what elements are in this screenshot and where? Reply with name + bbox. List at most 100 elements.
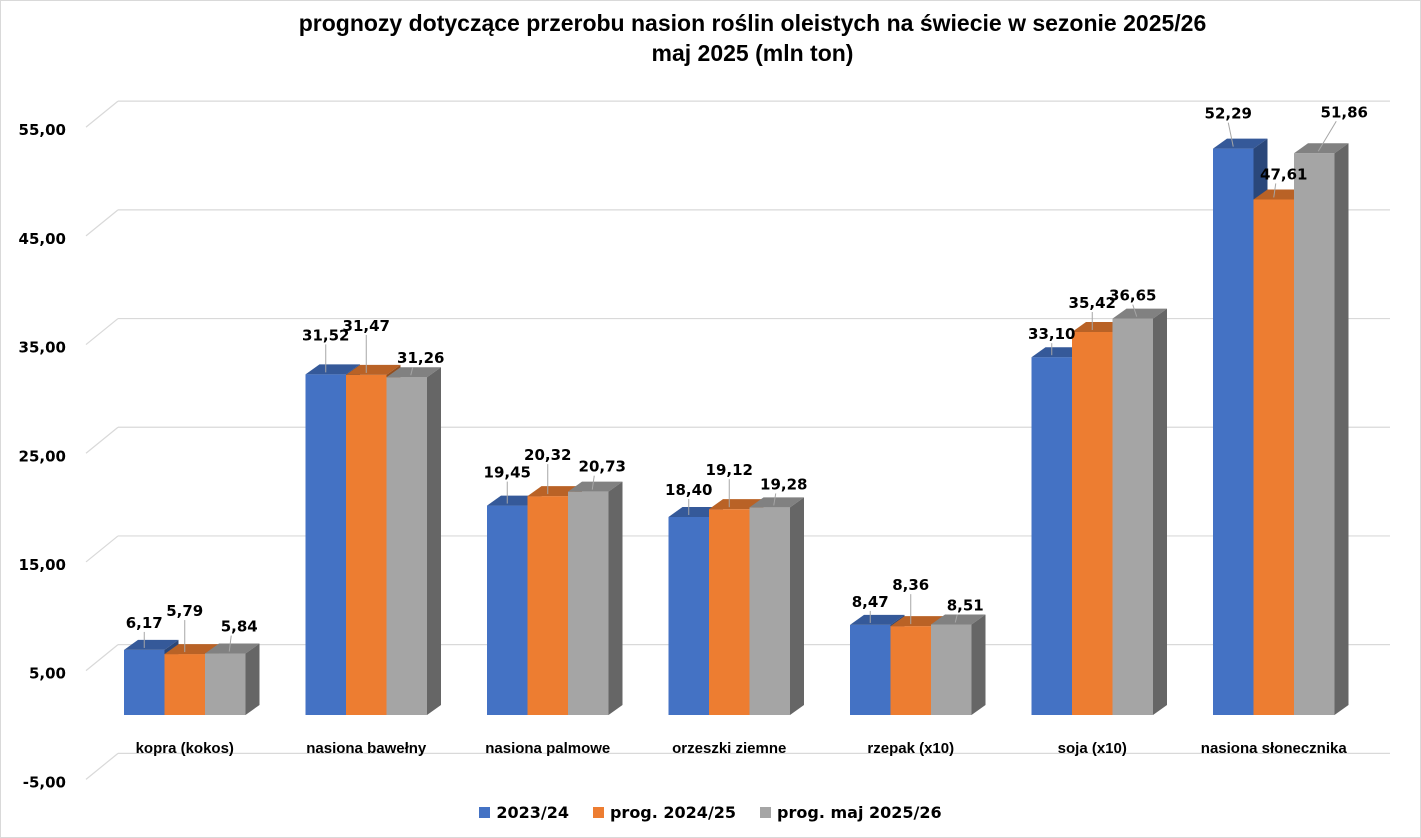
bar-front	[931, 624, 972, 715]
bar-top	[890, 616, 945, 627]
y-tick-label: 55,00	[19, 121, 66, 139]
bar-top	[205, 643, 260, 654]
y-tick-label: 5,00	[29, 665, 66, 683]
chart-title-line2: maj 2025 (mln ton)	[651, 40, 854, 66]
leader-line	[1227, 122, 1234, 147]
bar-side	[1153, 308, 1167, 715]
y-tick-label: 25,00	[19, 447, 66, 465]
leader-line	[410, 367, 414, 376]
bar-top	[709, 499, 764, 510]
bar-side	[427, 367, 441, 715]
data-label: 20,32	[524, 446, 571, 464]
bar-front	[1112, 318, 1153, 715]
bar-front	[305, 374, 346, 715]
leader-line	[1317, 121, 1337, 152]
bar-front	[668, 516, 709, 715]
legend-label: prog. maj 2025/26	[777, 803, 942, 822]
data-label: 18,40	[665, 481, 712, 499]
bar-front	[1253, 199, 1294, 715]
leader-line	[1273, 183, 1277, 198]
y-tick-label: 15,00	[19, 556, 66, 574]
y-axis-ticks: -5,00 5,00 15,00 25,00 35,00 45,00 55,00	[19, 121, 66, 791]
bar-front	[850, 624, 891, 715]
gridline-depth	[85, 209, 119, 237]
x-category-label: soja (x10)	[1058, 740, 1127, 757]
data-label: 36,65	[1109, 287, 1156, 305]
bar-top	[749, 497, 804, 508]
legend-label: prog. 2024/25	[609, 803, 737, 822]
chart-title: prognozy dotyczące przerobu nasion rośli…	[0, 8, 1421, 68]
chart-title-line1: prognozy dotyczące przerobu nasion rośli…	[298, 10, 1207, 36]
bar-top	[850, 614, 905, 625]
bar-front	[709, 509, 750, 715]
data-label: 51,86	[1321, 103, 1368, 121]
data-label: 6,17	[126, 614, 163, 632]
legend-item: 2023/24	[479, 803, 569, 822]
bar-front	[1072, 331, 1113, 715]
bar-top	[1112, 308, 1167, 319]
data-label: 20,73	[579, 458, 626, 476]
bar-side	[790, 497, 804, 715]
data-label: 19,12	[706, 461, 753, 479]
bar-top	[931, 614, 986, 625]
x-category-label: nasiona palmowe	[485, 740, 610, 757]
bar-top	[1294, 143, 1349, 154]
data-label: 47,61	[1260, 165, 1307, 183]
data-label: 33,10	[1028, 325, 1075, 343]
bar-side	[971, 614, 986, 715]
legend-label: 2023/24	[496, 803, 569, 822]
gridline-depth	[85, 644, 119, 672]
data-label: 8,47	[852, 593, 889, 611]
legend-item: prog. maj 2025/26	[760, 803, 942, 822]
leader-line	[954, 614, 958, 623]
data-label: 31,47	[343, 317, 390, 335]
bar-top	[1213, 138, 1268, 149]
bar-front	[1031, 357, 1072, 715]
bar-side	[1334, 143, 1349, 715]
gridline-depth	[85, 752, 119, 780]
legend-swatch	[592, 807, 604, 818]
data-label: 19,45	[484, 464, 531, 482]
leader-line	[1132, 304, 1138, 317]
bar-top	[568, 481, 623, 492]
legend-item: prog. 2024/25	[592, 803, 737, 822]
data-label: 35,42	[1069, 294, 1116, 312]
bars	[124, 138, 1349, 716]
bar-front	[1213, 148, 1254, 716]
gridline-depth	[85, 535, 119, 563]
bar-front	[205, 653, 246, 715]
x-axis-categories: kopra (kokos) nasiona bawełny nasiona palm…	[136, 740, 1348, 757]
bar-front	[527, 496, 568, 715]
bar-front	[749, 507, 790, 715]
y-tick-label: 45,00	[19, 230, 66, 248]
data-label: 19,28	[760, 475, 807, 493]
leader-line	[228, 635, 232, 652]
gridline-depth	[85, 100, 119, 128]
x-category-label: nasiona słonecznika	[1201, 740, 1348, 757]
bar-front	[124, 649, 165, 715]
leader-line	[591, 475, 595, 490]
bar-front	[1294, 153, 1335, 715]
x-category-label: kopra (kokos)	[136, 740, 234, 757]
data-label: 8,51	[947, 596, 984, 614]
data-label: 52,29	[1205, 105, 1252, 123]
data-label: 8,36	[892, 576, 929, 594]
data-label: 31,26	[397, 349, 444, 367]
bar-front	[568, 491, 609, 715]
legend-swatch	[479, 807, 491, 818]
data-label: 5,79	[166, 602, 203, 620]
gridline-depth	[85, 318, 119, 346]
legend: 2023/24 prog. 2024/25 prog. maj 2025/26	[0, 803, 1421, 822]
bar-front	[164, 654, 205, 715]
y-tick-label: 35,00	[19, 339, 66, 357]
bar-top	[305, 364, 360, 375]
bar-top	[386, 367, 441, 378]
leader-line	[773, 493, 777, 506]
bar-side	[608, 481, 623, 715]
gridline-depth	[85, 426, 119, 454]
legend-swatch	[760, 807, 772, 818]
data-label: 5,84	[221, 618, 258, 636]
data-label: 31,52	[302, 326, 349, 344]
